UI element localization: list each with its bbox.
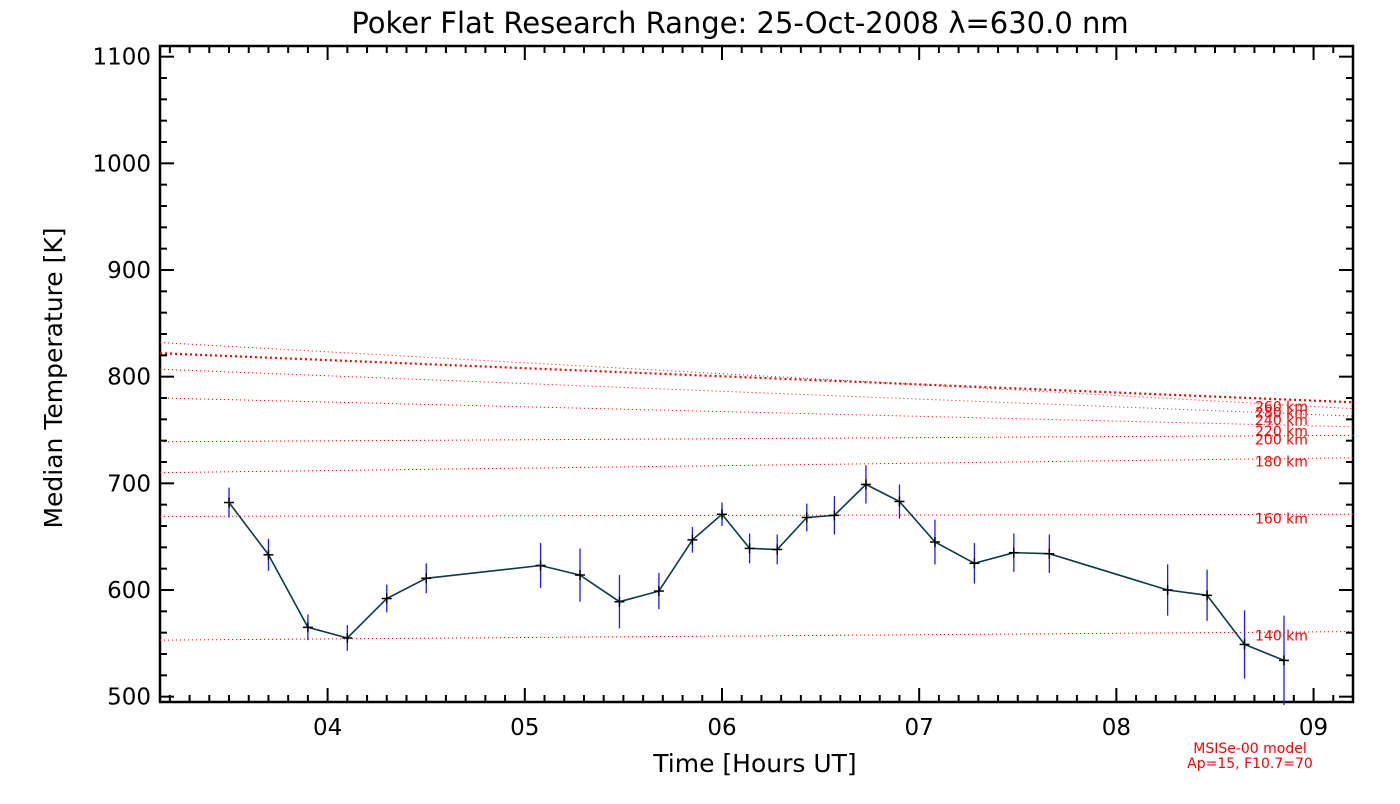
model-line-label: 280 km <box>1255 406 1308 422</box>
model-line <box>159 368 1354 417</box>
model-note-line-1: MSISe-00 model <box>1193 741 1307 757</box>
data-point <box>687 534 698 545</box>
y-tick-label: 1100 <box>92 45 151 71</box>
model-line-label: 160 km <box>1255 511 1308 527</box>
data-point <box>744 543 755 554</box>
x-tick-label: 07 <box>905 715 934 741</box>
y-tick-label: 500 <box>107 685 151 711</box>
data-point <box>1278 655 1289 666</box>
data-point <box>224 497 235 508</box>
data-point <box>801 512 812 523</box>
data-point <box>263 549 274 560</box>
data-point <box>969 558 980 569</box>
data-point <box>1202 590 1213 601</box>
model-line <box>159 434 1354 443</box>
data-point <box>575 570 586 581</box>
data-point <box>1239 639 1250 650</box>
model-line-label: 200 km <box>1255 432 1308 448</box>
model-line-label: 180 km <box>1255 455 1308 471</box>
data-point <box>929 537 940 547</box>
data-point <box>653 586 664 597</box>
data-point <box>302 622 313 633</box>
data-point <box>894 496 905 507</box>
chart-title: Poker Flat Research Range: 25-Oct-2008 λ… <box>351 6 1128 40</box>
data-layer <box>224 465 1289 706</box>
model-line <box>159 457 1354 474</box>
data-point <box>1044 548 1055 559</box>
data-point <box>860 479 871 490</box>
y-tick-label: 700 <box>107 471 151 497</box>
x-axis-label: Time [Hours UT] <box>652 749 856 778</box>
model-line <box>159 342 1354 410</box>
data-point <box>421 573 432 584</box>
y-axis-label: Median Temperature [K] <box>39 227 68 528</box>
y-tick-label: 600 <box>107 578 151 604</box>
data-point <box>614 596 625 607</box>
x-tick-label: 08 <box>1102 715 1131 741</box>
y-tick-label: 900 <box>107 258 151 284</box>
data-point <box>1008 547 1019 558</box>
temperature-series-line <box>228 483 1285 662</box>
model-line-label: 260 km <box>1255 399 1308 415</box>
model-line-label: 240 km <box>1255 413 1308 429</box>
y-tick-label: 800 <box>107 365 151 391</box>
x-tick-label: 04 <box>313 715 342 741</box>
data-point <box>1162 585 1173 595</box>
data-point <box>535 560 546 571</box>
model-note-line-2: Ap=15, F10.7=70 <box>1187 756 1313 772</box>
data-point <box>829 510 840 521</box>
tick-layer: 04 05 06 07 08 09 500 600 700 800 900 1000 1100 <box>92 45 1354 741</box>
x-tick-label: 05 <box>510 715 539 741</box>
x-tick-label: 09 <box>1299 715 1328 741</box>
model-line <box>159 352 1354 404</box>
model-line <box>159 513 1354 517</box>
model-line-label: 220 km <box>1255 424 1308 440</box>
x-tick-label: 06 <box>707 715 736 741</box>
plot-frame <box>158 44 1355 704</box>
data-point <box>381 593 392 604</box>
y-tick-label: 1000 <box>92 151 151 177</box>
model-line-label: 140 km <box>1255 629 1308 645</box>
model-line <box>159 631 1354 641</box>
data-point <box>342 633 353 643</box>
data-point <box>772 544 783 555</box>
model-line <box>159 397 1354 428</box>
data-point <box>716 509 727 520</box>
